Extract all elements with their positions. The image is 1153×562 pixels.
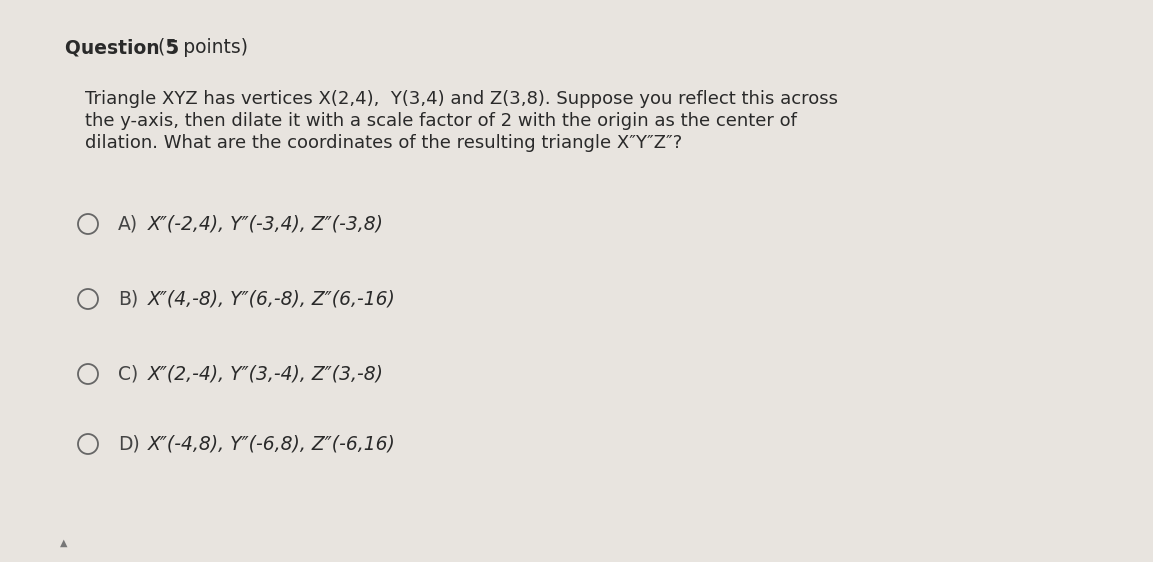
Text: the y-axis, then dilate it with a scale factor of 2 with the origin as the cente: the y-axis, then dilate it with a scale … — [85, 112, 797, 130]
Text: X″(4,-8), Y″(6,-8), Z″(6,-16): X″(4,-8), Y″(6,-8), Z″(6,-16) — [148, 289, 395, 309]
Text: X″(-4,8), Y″(-6,8), Z″(-6,16): X″(-4,8), Y″(-6,8), Z″(-6,16) — [148, 434, 395, 454]
Text: (5 points): (5 points) — [152, 38, 248, 57]
Text: X″(-2,4), Y″(-3,4), Z″(-3,8): X″(-2,4), Y″(-3,4), Z″(-3,8) — [148, 215, 384, 233]
Text: dilation. What are the coordinates of the resulting triangle X″Y″Z″?: dilation. What are the coordinates of th… — [85, 134, 683, 152]
Text: Triangle XYZ has vertices X(2,4),  Y(3,4) and Z(3,8). Suppose you reflect this a: Triangle XYZ has vertices X(2,4), Y(3,4)… — [85, 90, 838, 108]
Text: Question 5: Question 5 — [65, 38, 179, 57]
Text: X″(2,-4), Y″(3,-4), Z″(3,-8): X″(2,-4), Y″(3,-4), Z″(3,-8) — [148, 365, 384, 383]
Text: B): B) — [118, 289, 138, 309]
Text: ▲: ▲ — [60, 538, 68, 548]
Text: A): A) — [118, 215, 138, 233]
Text: C): C) — [118, 365, 138, 383]
Text: D): D) — [118, 434, 140, 454]
